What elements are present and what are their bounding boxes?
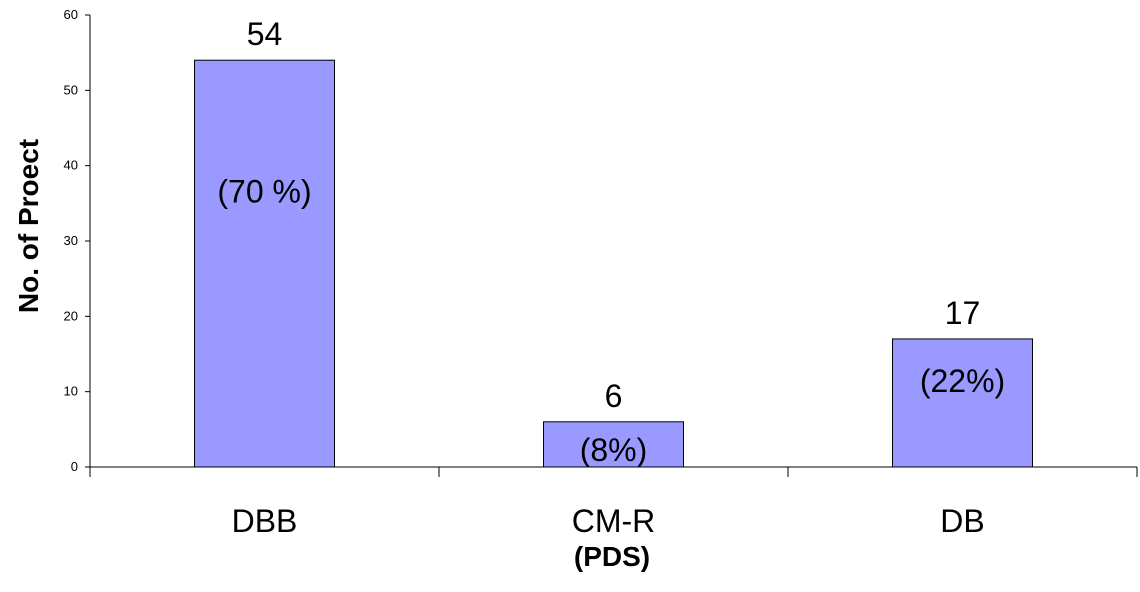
y-tick-label: 60 xyxy=(64,7,78,22)
y-axis-title: No. of Proect xyxy=(13,139,44,313)
x-category-label: CM-R xyxy=(572,503,656,539)
y-tick-label: 30 xyxy=(64,233,78,248)
y-tick-label: 50 xyxy=(64,82,78,97)
y-axis: 0 10 20 30 40 50 60 xyxy=(64,7,91,474)
x-axis: DBB CM-R DB xyxy=(89,466,1138,539)
bar-dbb xyxy=(194,59,335,468)
x-axis-title: (PDS) xyxy=(574,541,650,572)
bars xyxy=(194,59,1033,468)
labels: 54 (70 %) 6 (8%) 17 (22%) xyxy=(217,16,1005,468)
bar-db xyxy=(892,338,1033,468)
bar-cm-r xyxy=(543,421,684,468)
x-category-label: DB xyxy=(940,503,984,539)
bar-percent-label: (22%) xyxy=(920,363,1005,399)
bar-value-label: 6 xyxy=(605,378,623,414)
y-tick-label: 20 xyxy=(64,308,78,323)
bar-percent-label: (70 %) xyxy=(217,173,311,209)
y-tick-label: 10 xyxy=(64,384,78,399)
y-tick-label: 40 xyxy=(64,158,78,173)
bar-value-label: 54 xyxy=(247,16,283,52)
x-category-label: DBB xyxy=(232,503,298,539)
bar-percent-label: (8%) xyxy=(580,432,648,468)
bar-value-label: 17 xyxy=(945,295,981,331)
y-tick-label: 0 xyxy=(71,459,78,474)
